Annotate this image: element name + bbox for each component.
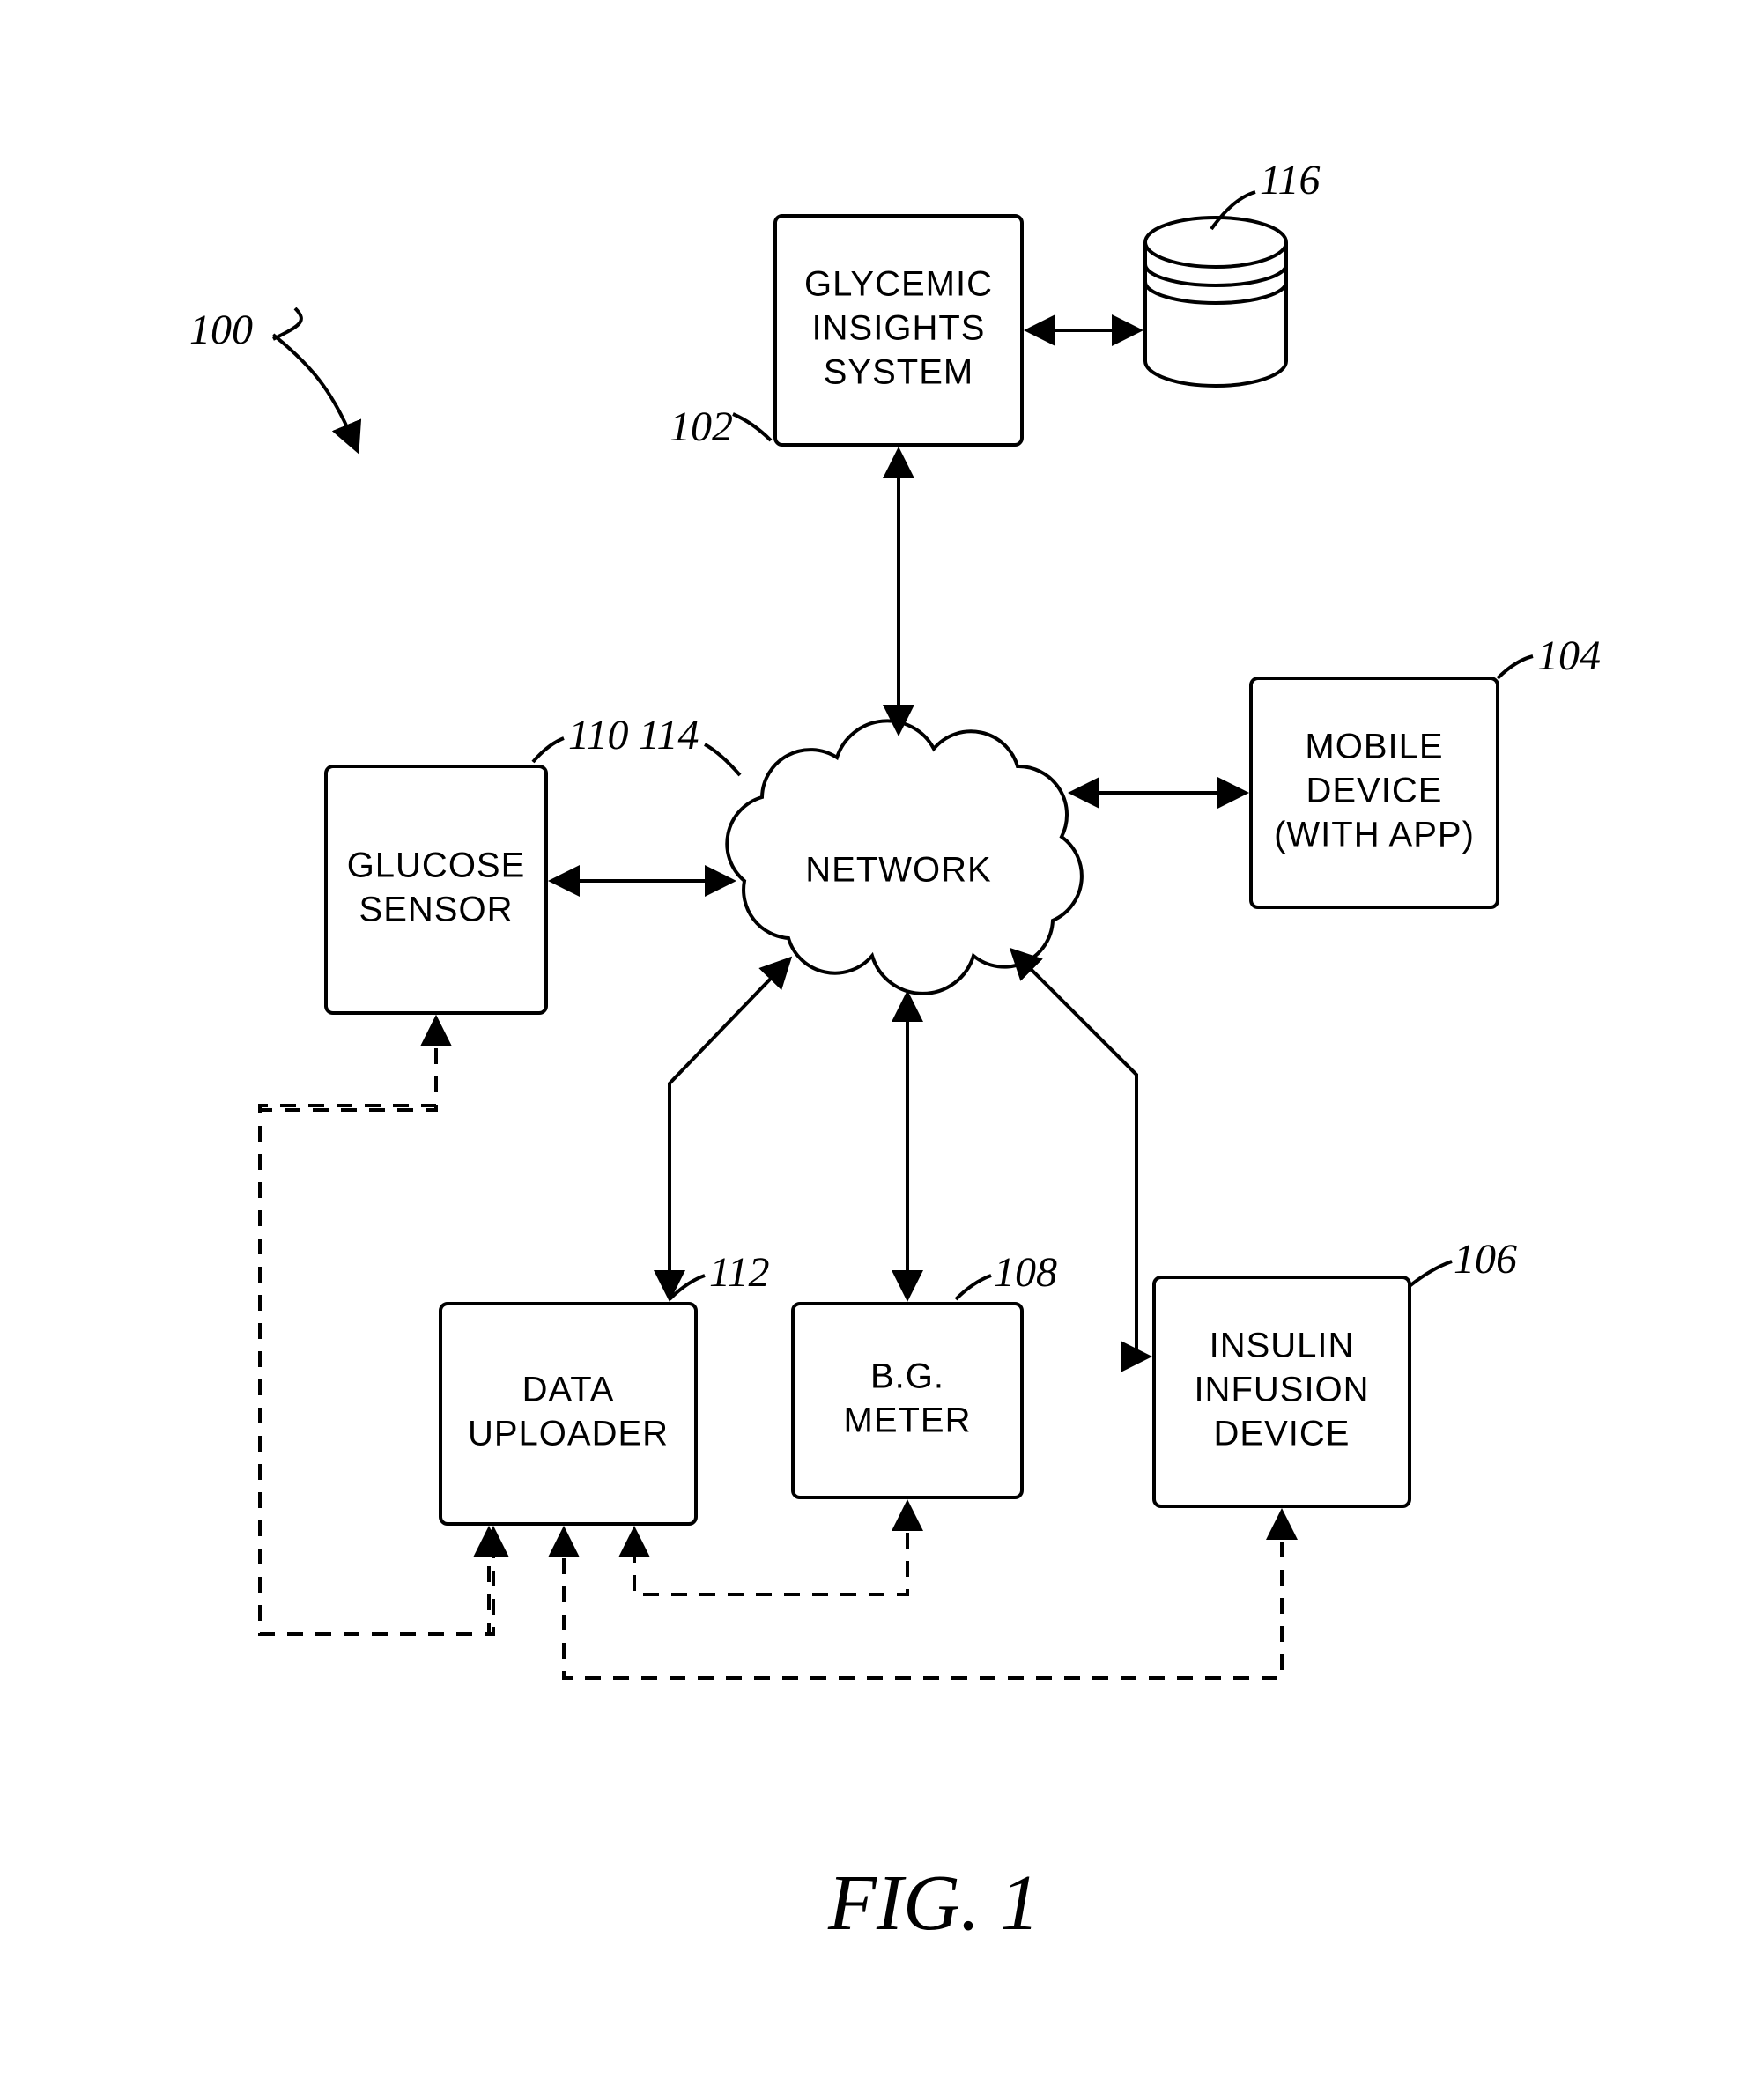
mobile-line3: (WITH APP) (1274, 816, 1475, 854)
ref-102: 102 (670, 403, 733, 450)
infusion-line2: INFUSION (1194, 1371, 1369, 1409)
node-database: 116 (1145, 157, 1320, 386)
node-bgmeter: B.G. METER 108 (793, 1249, 1057, 1497)
infusion-line1: INSULIN (1210, 1327, 1355, 1365)
figure-title: FIG. 1 (827, 1860, 1040, 1947)
insights-line3: SYSTEM (824, 353, 973, 392)
sensor-line1: GLUCOSE (347, 847, 526, 885)
ref-114: 114 (639, 712, 699, 758)
edge-network-uploader (670, 960, 788, 1297)
mobile-line2: DEVICE (1306, 772, 1443, 810)
ref-110: 110 (568, 712, 628, 758)
system-ref: 100 (189, 307, 357, 449)
node-mobile: MOBILE DEVICE (WITH APP) 104 (1251, 632, 1601, 907)
node-insights: GLYCEMIC INSIGHTS SYSTEM 102 (670, 216, 1022, 450)
uploader-line1: DATA (522, 1371, 615, 1409)
mobile-line1: MOBILE (1305, 728, 1443, 766)
bgmeter-line2: METER (844, 1401, 972, 1440)
ref-112: 112 (709, 1249, 769, 1296)
insights-line2: INSIGHTS (812, 309, 986, 348)
sensor-line2: SENSOR (359, 891, 514, 929)
ref-116: 116 (1260, 157, 1320, 203)
diagram-canvas: 100 GLYCEMIC INSIGHTS SYSTEM 102 116 NET… (0, 0, 1739, 2100)
ref-104: 104 (1537, 632, 1601, 679)
bgmeter-line1: B.G. (870, 1357, 944, 1396)
network-label: NETWORK (805, 851, 991, 890)
insights-line1: GLYCEMIC (804, 265, 993, 304)
edge-network-infusion (1013, 951, 1147, 1357)
node-infusion: INSULIN INFUSION DEVICE 106 (1154, 1236, 1517, 1506)
ref-100-label: 100 (189, 307, 253, 353)
node-uploader: DATA UPLOADER 112 (440, 1249, 769, 1524)
ref-108: 108 (994, 1249, 1057, 1296)
ref-106: 106 (1454, 1236, 1517, 1283)
node-sensor: GLUCOSE SENSOR 110 (326, 712, 628, 1013)
infusion-line3: DEVICE (1214, 1415, 1350, 1453)
uploader-line2: UPLOADER (468, 1415, 669, 1453)
